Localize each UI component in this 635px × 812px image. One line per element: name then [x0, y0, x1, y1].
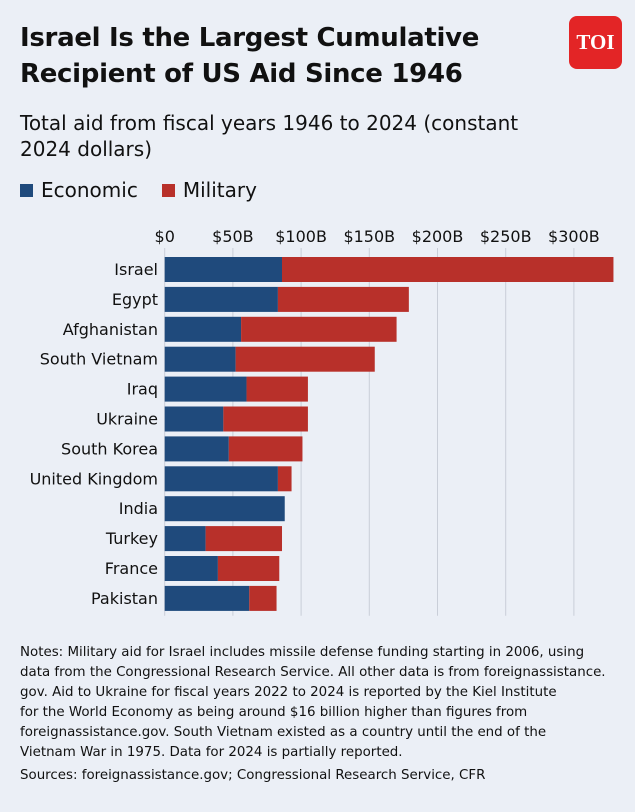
category-label: Afghanistan	[63, 320, 158, 339]
bar-economic	[164, 346, 236, 372]
legend-economic-label: Economic	[41, 178, 138, 202]
category-label: South Vietnam	[40, 350, 158, 369]
bar-economic	[164, 436, 229, 462]
bar-military	[249, 585, 277, 611]
bar-military	[217, 556, 280, 581]
economic-swatch	[20, 183, 33, 197]
x-tick-label: $100B	[275, 227, 327, 246]
category-label: Israel	[114, 260, 158, 279]
bar-military	[235, 346, 375, 372]
notes-line: data from the Congressional Research Ser…	[20, 665, 606, 680]
x-tick-label: $50B	[212, 227, 254, 246]
x-tick-label: $200B	[412, 227, 464, 246]
bar-military	[277, 286, 409, 312]
subtitle-text: Total aid from fiscal years 1946 to 2024…	[20, 111, 519, 161]
bar-military	[282, 257, 614, 282]
bar-economic	[164, 556, 218, 581]
category-label: Iraq	[127, 380, 158, 399]
bar-military	[241, 316, 397, 342]
notes-line: Vietnam War in 1975. Data for 2024 is pa…	[20, 745, 403, 760]
bar-economic	[164, 376, 247, 402]
toi-logo: TOI	[569, 16, 622, 69]
bar-economic	[164, 257, 283, 282]
bar-military	[205, 526, 283, 552]
bar-economic	[164, 526, 206, 552]
x-tick-label: $150B	[343, 227, 395, 246]
chart-title: Israel Is the Largest Cumulative Recipie…	[20, 23, 480, 89]
category-label: Ukraine	[96, 410, 158, 429]
legend-economic: Economic	[20, 178, 138, 202]
bar-economic	[164, 316, 242, 342]
bar-military	[223, 406, 308, 432]
category-label: India	[119, 499, 158, 518]
bar-economic	[164, 496, 285, 522]
bar-economic	[164, 466, 278, 492]
notes-line: for the World Economy as being around $1…	[20, 705, 528, 720]
category-label: Egypt	[112, 290, 158, 309]
category-label: France	[105, 559, 158, 578]
bar-military	[246, 376, 308, 402]
bar-economic	[164, 406, 224, 432]
category-label: Turkey	[105, 529, 158, 548]
category-label: Pakistan	[91, 589, 158, 608]
bar-military	[277, 466, 292, 492]
military-swatch	[161, 183, 175, 197]
bar-economic	[164, 286, 278, 312]
legend-military-label: Military	[182, 178, 257, 202]
x-tick-label: $250B	[480, 227, 532, 246]
x-tick-label: $0	[155, 227, 175, 246]
chart-subtitle: Total aid from fiscal years 1946 to 2024…	[20, 110, 520, 162]
category-label: South Korea	[61, 439, 158, 458]
notes-line: foreignassistance.gov. South Vietnam exi…	[20, 725, 547, 740]
notes-line: Notes: Military aid for Israel includes …	[20, 645, 585, 660]
bar-military	[228, 436, 303, 462]
legend-military: Military	[161, 178, 257, 202]
bar-economic	[164, 585, 250, 611]
legend: Economic Military	[20, 178, 281, 202]
sources: Sources: foreignassistance.gov; Congress…	[20, 768, 486, 783]
category-label: United Kingdom	[30, 469, 158, 488]
bar-chart: $0 $50B $100B $150B $200B $250B $300B Israel Egy…	[30, 227, 614, 616]
notes: Notes: Military aid for Israel includes …	[20, 643, 630, 763]
x-tick-label: $300B	[548, 227, 600, 246]
notes-line: gov. Aid to Ukraine for fiscal years 202…	[20, 685, 557, 700]
